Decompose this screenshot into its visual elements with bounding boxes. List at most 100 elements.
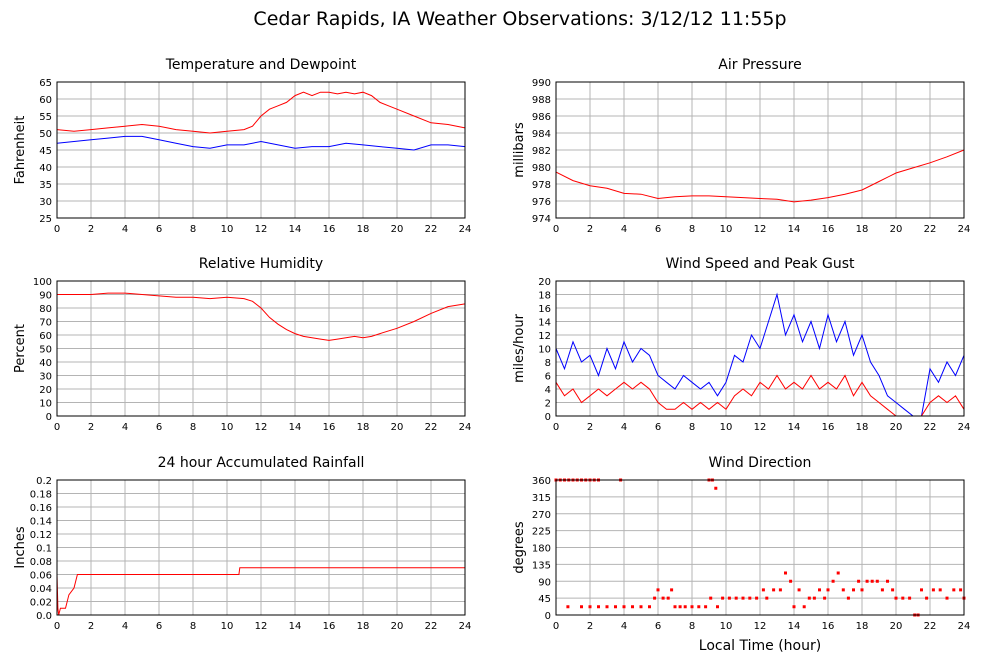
y-tick-label: 974 [532, 214, 551, 225]
x-tick-label: 2 [587, 422, 593, 433]
y-tick-label: 0.06 [30, 571, 52, 582]
y-tick-label: 988 [532, 95, 551, 106]
data-point [772, 588, 776, 592]
y-tick-label: 990 [532, 78, 551, 89]
data-point [865, 579, 869, 583]
data-point [901, 596, 905, 600]
series-line-1 [56, 135, 466, 151]
x-tick-label: 6 [655, 422, 661, 433]
data-point [784, 571, 787, 575]
y-tick-label: 976 [532, 197, 551, 208]
y-tick-label: 30 [39, 197, 52, 208]
x-tick-label: 2 [587, 621, 593, 632]
y-tick-label: 90 [39, 291, 52, 302]
y-tick-label: 80 [39, 304, 52, 315]
data-point [588, 605, 592, 609]
x-tick-label: 4 [122, 621, 128, 632]
x-tick-label: 20 [890, 422, 903, 433]
data-point [727, 596, 731, 600]
x-tick-label: 8 [689, 422, 695, 433]
y-tick-label: 40 [39, 358, 52, 369]
x-tick-label: 10 [221, 621, 234, 632]
x-tick-label: 22 [425, 422, 438, 433]
plot-frame [555, 479, 965, 616]
y-tick-label: 60 [39, 331, 52, 342]
data-point [931, 588, 935, 592]
y-axis-label: Inches [13, 526, 28, 568]
y-tick-label: 50 [39, 345, 52, 356]
data-point [631, 605, 634, 609]
x-tick-label: 4 [122, 224, 128, 235]
data-point [823, 596, 827, 600]
y-axis-label: Fahrenheit [13, 116, 28, 185]
x-tick-label: 16 [323, 621, 336, 632]
x-tick-label: 12 [754, 422, 767, 433]
y-axis-label: degrees [512, 521, 527, 574]
y-tick-label: 60 [39, 95, 52, 106]
data-point [670, 588, 674, 592]
x-tick-label: 14 [788, 422, 801, 433]
y-tick-label: 50 [39, 129, 52, 140]
x-tick-label: 18 [357, 621, 370, 632]
x-tick-label: 0 [553, 224, 559, 235]
data-point [653, 596, 657, 600]
x-tick-label: 4 [122, 422, 128, 433]
y-tick-label: 100 [33, 277, 52, 288]
data-point [605, 605, 609, 609]
y-tick-label: 70 [39, 318, 52, 329]
x-tick-label: 8 [190, 224, 196, 235]
data-point [709, 596, 713, 600]
y-tick-label: 984 [532, 129, 551, 140]
x-tick-label: 10 [720, 621, 733, 632]
x-tick-label: 6 [156, 422, 162, 433]
data-point [789, 579, 793, 583]
y-tick-label: 978 [532, 180, 551, 191]
x-tick-label: 8 [190, 422, 196, 433]
y-tick-label: 135 [532, 560, 551, 571]
y-tick-label: 12 [538, 331, 551, 342]
data-point [765, 596, 769, 600]
y-tick-label: 0 [545, 412, 551, 423]
data-point [826, 588, 830, 592]
data-point [656, 588, 660, 592]
x-tick-label: 16 [822, 621, 835, 632]
y-tick-label: 90 [538, 577, 551, 588]
x-tick-label: 14 [289, 422, 302, 433]
data-point [807, 596, 811, 600]
y-tick-label: 55 [39, 112, 52, 123]
plot-frame [555, 81, 965, 219]
x-tick-label: 0 [54, 621, 60, 632]
x-tick-label: 10 [221, 422, 234, 433]
x-tick-label: 24 [958, 422, 971, 433]
data-point [683, 605, 687, 609]
y-tick-label: 986 [532, 112, 551, 123]
data-point [714, 486, 718, 490]
series-line-0 [56, 567, 465, 616]
plot-frame [56, 479, 466, 616]
y-tick-label: 0.2 [36, 476, 52, 487]
data-point [697, 605, 701, 609]
y-tick-label: 0.08 [30, 557, 52, 568]
x-tick-label: 0 [54, 224, 60, 235]
y-tick-label: 65 [39, 78, 52, 89]
y-tick-label: 25 [39, 214, 52, 225]
data-point [945, 596, 949, 600]
y-tick-label: 980 [532, 163, 551, 174]
y-tick-label: 0.14 [30, 517, 52, 528]
x-tick-label: 8 [689, 224, 695, 235]
data-point [891, 588, 895, 592]
y-tick-label: 0.16 [30, 503, 52, 514]
y-tick-label: 0.02 [30, 598, 52, 609]
x-tick-label: 14 [788, 621, 801, 632]
data-point [748, 596, 752, 600]
data-point [959, 588, 963, 592]
data-point [648, 605, 651, 609]
chart-title: Relative Humidity [199, 256, 323, 272]
data-point [836, 571, 840, 575]
plot-frame [56, 280, 466, 417]
y-tick-label: 10 [538, 345, 551, 356]
y-tick-label: 35 [39, 180, 52, 191]
